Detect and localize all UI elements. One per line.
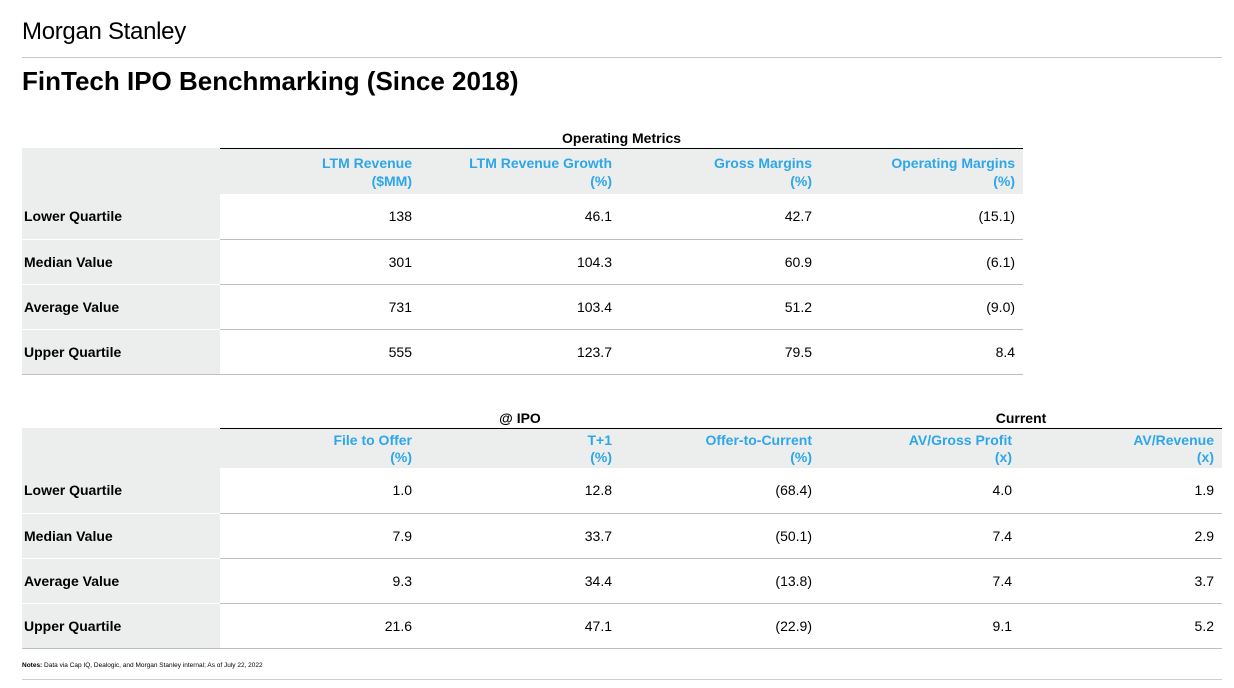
column-header-operating-margins: Operating Margins (%) [820,148,1024,194]
table-cell: 1.9 [1020,468,1222,514]
table-cell: (9.0) [820,284,1024,330]
column-header-av-revenue: AV/Revenue (x) [1020,428,1222,468]
table-cell: 8.4 [820,329,1024,375]
table-cell: 33.7 [420,513,620,559]
header-corner [22,428,220,468]
table-cell: 3.7 [1020,558,1222,604]
table-cell: 7.4 [820,513,1020,559]
table-cell: 104.3 [420,239,620,285]
column-header-av-gross-profit: AV/Gross Profit (x) [820,428,1020,468]
group-label-at-ipo: @ IPO [220,408,820,429]
column-header-row: LTM Revenue ($MM) LTM Revenue Growth (%) G… [22,148,1024,194]
table-cell: 51.2 [620,284,820,330]
table-cell: 7.4 [820,558,1020,604]
row-label: Upper Quartile [22,603,220,649]
header-divider [22,57,1222,58]
table-cell: 301 [220,239,420,285]
footnote: Notes: Data via Cap IQ, Dealogic, and Mo… [22,662,263,669]
ipo-current-table: @ IPO Current File to Offer (%) T+1 (%) Of… [22,408,1222,649]
table-cell: 4.0 [820,468,1020,514]
table-row: Lower Quartile 1.0 12.8 (68.4) 4.0 1.9 [22,468,1222,514]
table-cell: 123.7 [420,329,620,375]
footnote-label: Notes: [22,662,43,669]
table-cell: (22.9) [620,603,820,649]
table-cell: 7.9 [220,513,420,559]
table-row: Average Value 9.3 34.4 (13.8) 7.4 3.7 [22,558,1222,604]
group-label-current: Current [820,408,1222,429]
footer-divider [22,679,1222,680]
header-corner [22,148,220,194]
row-label: Upper Quartile [22,329,220,375]
table-cell: 9.1 [820,603,1020,649]
row-label: Average Value [22,284,220,330]
table-cell: 9.3 [220,558,420,604]
table-cell: 103.4 [420,284,620,330]
table-cell: 555 [220,329,420,375]
table-cell: 46.1 [420,194,620,240]
column-header-ltm-revenue: LTM Revenue ($MM) [220,148,420,194]
table-cell: (13.8) [620,558,820,604]
operating-metrics-table: Operating Metrics LTM Revenue ($MM) LTM R… [22,128,1024,375]
row-label: Average Value [22,558,220,604]
row-label: Median Value [22,239,220,285]
group-spacer [22,408,220,428]
table-cell: 21.6 [220,603,420,649]
table-cell: 47.1 [420,603,620,649]
group-header-row: @ IPO Current [22,408,1222,429]
table-cell: (68.4) [620,468,820,514]
row-label: Lower Quartile [22,194,220,240]
table-cell: 79.5 [620,329,820,375]
table-row: Upper Quartile 21.6 47.1 (22.9) 9.1 5.2 [22,603,1222,649]
table-cell: (50.1) [620,513,820,559]
table-cell: 1.0 [220,468,420,514]
table-row: Median Value 7.9 33.7 (50.1) 7.4 2.9 [22,513,1222,559]
group-header-row: Operating Metrics [22,128,1024,149]
brand-logo: Morgan Stanley [22,18,186,45]
group-spacer [22,128,220,148]
table-row: Median Value 301 104.3 60.9 (6.1) [22,239,1024,285]
column-header-gross-margins: Gross Margins (%) [620,148,820,194]
table-cell: 42.7 [620,194,820,240]
table-row: Upper Quartile 555 123.7 79.5 8.4 [22,329,1024,375]
table-cell: (6.1) [820,239,1024,285]
table-cell: (15.1) [820,194,1024,240]
table-cell: 138 [220,194,420,240]
table-cell: 34.4 [420,558,620,604]
row-label: Lower Quartile [22,468,220,514]
footnote-text: Data via Cap IQ, Dealogic, and Morgan St… [42,662,263,669]
table-cell: 2.9 [1020,513,1222,559]
column-header-row: File to Offer (%) T+1 (%) Offer-to-Current… [22,428,1222,468]
table-cell: 731 [220,284,420,330]
table-cell: 5.2 [1020,603,1222,649]
column-header-offer-to-current: Offer-to-Current (%) [620,428,820,468]
column-header-file-to-offer: File to Offer (%) [220,428,420,468]
table-cell: 60.9 [620,239,820,285]
table-cell: 12.8 [420,468,620,514]
row-label: Median Value [22,513,220,559]
column-header-ltm-revenue-growth: LTM Revenue Growth (%) [420,148,620,194]
page-title: FinTech IPO Benchmarking (Since 2018) [22,66,519,96]
column-header-t-plus-1: T+1 (%) [420,428,620,468]
table-row: Lower Quartile 138 46.1 42.7 (15.1) [22,194,1024,240]
group-label-operating-metrics: Operating Metrics [220,128,1024,149]
table-row: Average Value 731 103.4 51.2 (9.0) [22,284,1024,330]
